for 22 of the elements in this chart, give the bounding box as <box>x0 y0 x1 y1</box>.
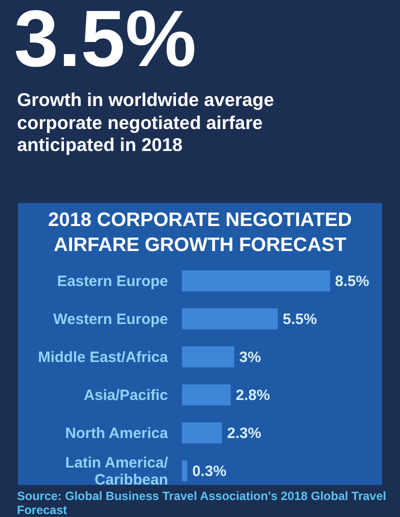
data-label: 8.5% <box>335 272 370 290</box>
bar <box>182 308 278 330</box>
text: Growth in worldwide average corporate negotiated airfare anticipated in 2018 <box>17 89 275 156</box>
y-tick-label: Eastern Europe <box>57 273 168 290</box>
data-label: 2.8% <box>236 386 270 404</box>
y-tick-label: Middle East/Africa <box>38 349 169 366</box>
data-label: 5.5% <box>282 310 317 328</box>
bar <box>182 460 188 482</box>
annotation: Source: Global Business Travel Association's 2018 Global Travel Forecast <box>17 489 387 517</box>
data-label: 2.3% <box>227 424 262 442</box>
data-label: 3% <box>239 348 261 366</box>
data-label: 0.3% <box>192 462 226 480</box>
y-tick-label: Latin America/Caribbean <box>65 454 169 488</box>
bar <box>182 346 234 368</box>
y-tick-label: Asia/Pacific <box>84 387 168 404</box>
bar <box>182 270 330 292</box>
bar <box>182 422 222 444</box>
y-tick-label: Western Europe <box>53 311 168 328</box>
bar <box>182 384 231 406</box>
chart-title: 2018 CORPORATE NEGOTIATED AIRFARE GROWTH FORECAST <box>47 208 353 258</box>
y-tick-label: North America <box>65 425 169 442</box>
text: 3.5% <box>14 0 196 83</box>
